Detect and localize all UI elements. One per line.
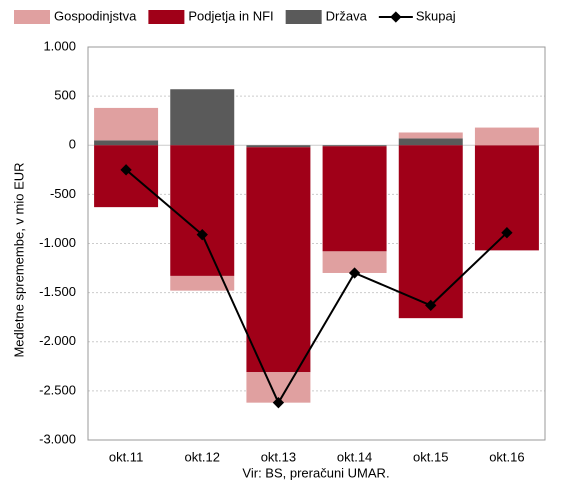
x-tick-label: okt.13	[261, 449, 296, 464]
bar	[322, 145, 387, 147]
legend-label: Gospodinjstva	[54, 8, 137, 23]
legend-label: Podjetja in NFI	[188, 8, 273, 23]
y-axis-label: Medletne spremembe, v mio EUR	[11, 162, 26, 357]
source: Vir: BS, preračuni UMAR.	[242, 465, 389, 480]
x-tick-label: okt.16	[489, 449, 524, 464]
marker	[272, 397, 285, 409]
bar	[94, 140, 159, 146]
bar	[170, 145, 235, 276]
line	[125, 169, 508, 405]
x-tick-label: okt.11	[109, 449, 143, 464]
legend-swatch	[14, 10, 50, 24]
bar	[170, 89, 235, 146]
x-tick-label: okt.14	[337, 449, 372, 464]
bar	[246, 147, 311, 373]
marker	[348, 267, 361, 279]
bar	[322, 146, 387, 252]
y-tick-label: -2.000	[39, 333, 76, 348]
marker	[196, 229, 208, 241]
y-tick-label: -2.500	[39, 382, 76, 397]
x-tick-label: okt.12	[185, 449, 220, 464]
legend-swatch	[285, 10, 322, 24]
legend-label: Skupaj	[416, 8, 456, 23]
x-tick-label: okt.15	[413, 449, 448, 464]
marker	[425, 299, 437, 312]
y-tick-label: 500	[54, 88, 76, 103]
marker	[501, 227, 513, 239]
bar	[474, 127, 539, 146]
y-tick-label: -500	[50, 186, 76, 201]
y-tick-label: 1.000	[43, 38, 76, 53]
legend-label: Država	[326, 8, 368, 23]
bar	[94, 145, 159, 208]
y-tick-label: 0	[69, 137, 76, 152]
y-tick-label: -1.000	[39, 235, 76, 250]
plot-frame	[87, 46, 546, 441]
bar	[398, 138, 463, 146]
bar	[170, 275, 235, 291]
bar	[94, 107, 159, 141]
bar	[398, 132, 463, 139]
y-tick-label: -3.000	[39, 431, 76, 446]
y-tick-label: -1.500	[39, 284, 76, 299]
bar	[398, 145, 463, 319]
legend-swatch	[148, 10, 185, 24]
bar	[246, 145, 311, 148]
legend-marker	[390, 11, 402, 23]
bar	[322, 251, 387, 273]
